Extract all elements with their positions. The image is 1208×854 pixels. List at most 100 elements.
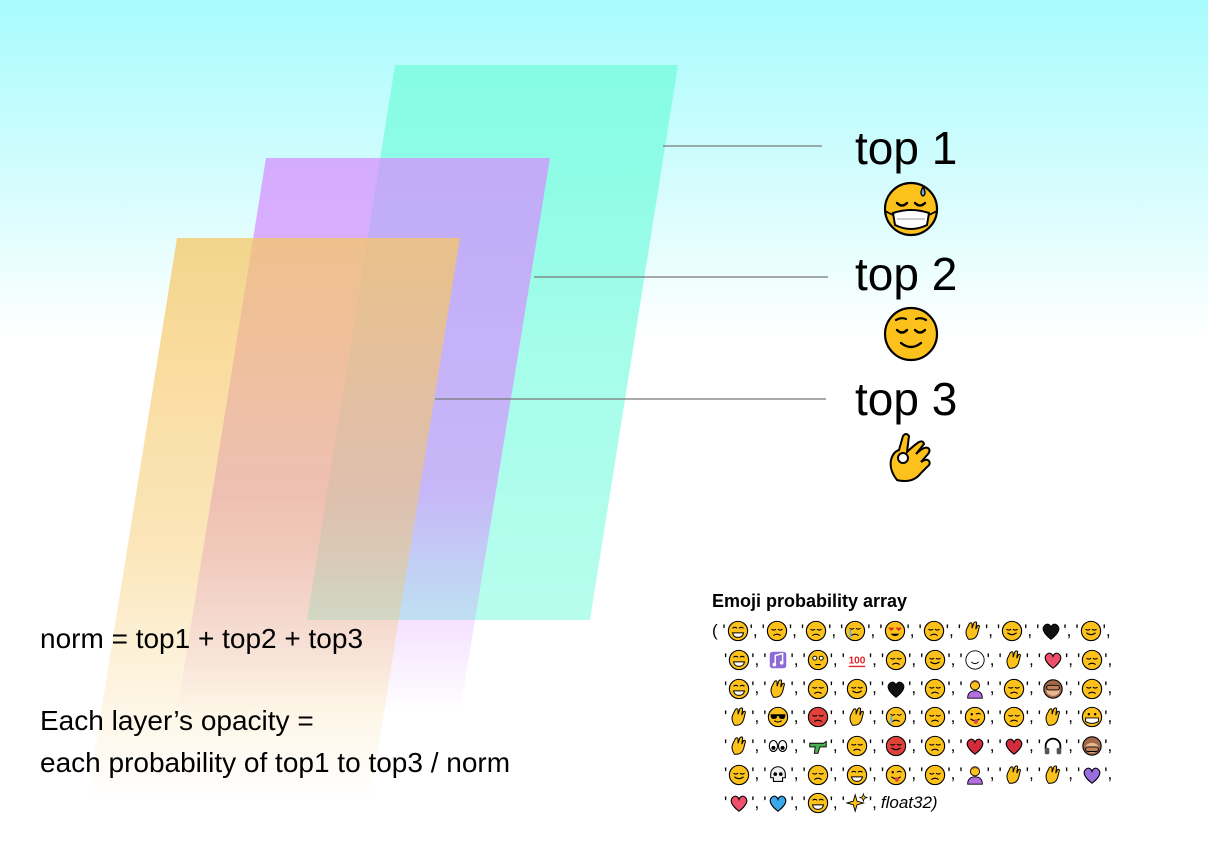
thumbsup-icon xyxy=(849,707,864,727)
emoji-array-item: ' ', xyxy=(842,703,877,732)
emoji-array-row: ' ', ' ', ' ', ' ', ' ', ' ', ' ', ' ', ' ', ' ', xyxy=(712,674,1182,703)
hundred-icon: 100 xyxy=(848,656,866,668)
emoji-array-item: ' ', xyxy=(959,732,995,761)
emoji-array-item: ' ', xyxy=(762,617,797,646)
smirk-icon xyxy=(1080,621,1101,642)
emoji-array-item: ' ', xyxy=(724,760,759,789)
emoji-array-row: ( ' ', ' ', ' ', ' ', ' ', ' ', ' ', ' ', ' ', ' ', xyxy=(712,617,1182,646)
eyes-icon xyxy=(769,740,788,753)
joy-icon xyxy=(727,621,748,642)
sleepy-icon xyxy=(925,707,946,728)
emoji-array-item: ' ', xyxy=(881,646,916,675)
emoji-array-item: ' ', xyxy=(999,760,1034,789)
sunglasses-icon xyxy=(768,707,789,728)
emoji-array-item: ' ', xyxy=(763,674,798,703)
emoji-array-item: ' ', xyxy=(763,732,798,761)
emoji-array-item: ' ', xyxy=(724,703,759,732)
emoji-array-item: ' ', xyxy=(802,703,838,732)
relieved-face-emoji-icon xyxy=(883,306,939,362)
emoji-probability-array: ( ' ', ' ', ' ', ' ', ' ', ' ', ' ', ' ', ' ', ' ', ' ', ' ', ' '… xyxy=(712,617,1182,818)
opacity-formula-line1: Each layer’s opacity = xyxy=(40,705,314,736)
grin-icon xyxy=(729,649,750,671)
headphones-icon xyxy=(1044,737,1062,755)
kissing-heart-icon xyxy=(846,678,868,699)
pensive-icon xyxy=(923,621,944,642)
weary-icon xyxy=(805,621,827,642)
emoji-array-item: ' ', xyxy=(881,674,916,703)
emoji-array-item: ' ', xyxy=(999,732,1034,761)
wink-icon xyxy=(729,764,750,785)
disappointed-icon xyxy=(1003,678,1024,699)
emoji-array-row: ' ', ' ', ' ', ' ', ' ', ' ', ' ', ' ', ' ', ' ', xyxy=(712,760,1182,789)
gun-icon xyxy=(808,740,827,754)
relieved-icon xyxy=(925,649,946,671)
sob-icon xyxy=(845,621,866,642)
muscle-icon xyxy=(1006,765,1021,784)
mask-sweat-emoji-icon xyxy=(883,181,939,237)
emoji-array-item: ' ', xyxy=(1038,646,1073,675)
emoji-array-item: ' ', xyxy=(802,789,838,818)
emoji-array-item: ' ', xyxy=(763,703,798,732)
rage-icon xyxy=(807,707,828,728)
emoji-array-item: ' ', xyxy=(1038,703,1073,732)
sleeping-icon xyxy=(885,649,907,671)
emoji-array-item: ' ', xyxy=(918,617,954,646)
notes-icon xyxy=(770,651,787,669)
top1-label: top 1 xyxy=(855,122,958,174)
emoji-array-item: ' ', xyxy=(920,703,955,732)
emoji-array-title: Emoji probability array xyxy=(712,591,908,611)
emoji-array-item: ' ', xyxy=(881,732,916,761)
flushed-icon xyxy=(807,649,828,671)
svg-text:100: 100 xyxy=(848,656,865,667)
raised-hands-icon xyxy=(1006,650,1021,669)
emoji-array-item: ' ', xyxy=(959,674,995,703)
clap-icon xyxy=(731,736,747,755)
emoji-array-item: ' ', xyxy=(920,646,955,675)
blue-heart-icon xyxy=(770,796,787,813)
array-open-paren: ( xyxy=(712,621,723,640)
grimacing-icon xyxy=(807,793,828,814)
emoji-array-row: ' ', ' ', ' ', ' 100 ', ' ', ' ', ' ', ' ', ' ', ' ', xyxy=(712,646,1182,675)
top3-label: top 3 xyxy=(855,373,958,425)
emoji-array-item: ' ', xyxy=(997,617,1032,646)
sweat-icon xyxy=(925,735,946,757)
person-no-gesture-icon xyxy=(966,766,983,785)
victory-icon xyxy=(731,707,747,727)
emoji-array-item: ' ', xyxy=(1077,674,1112,703)
emoji-array-item: ' ', xyxy=(802,674,838,703)
angry-icon xyxy=(925,764,946,785)
see-no-evil-icon xyxy=(1043,679,1063,699)
emoji-array-item: ' ', xyxy=(1038,760,1073,789)
emoji-array-item: ' ', xyxy=(724,732,759,761)
top2-label: top 2 xyxy=(855,248,958,300)
emoji-array-item: ' ', xyxy=(724,646,759,675)
stuck-out-tongue-winking-icon xyxy=(885,764,907,785)
emoji-array-item: ' ', xyxy=(1077,703,1112,732)
emoji-array-item: ' ', xyxy=(1077,760,1112,789)
sweat-smile-icon xyxy=(729,678,750,699)
ok-hand-icon xyxy=(965,621,980,641)
emoji-array-item: ' ', xyxy=(802,732,837,761)
heart-eyes-icon xyxy=(884,621,905,642)
heart-suit-icon xyxy=(887,681,905,698)
confused-icon xyxy=(807,678,828,699)
skull-icon xyxy=(770,766,787,782)
blush-icon xyxy=(1001,621,1023,642)
sparkles-icon xyxy=(845,793,868,814)
emoji-array-item: ' ', xyxy=(881,760,916,789)
emoji-array-item: ' ', xyxy=(920,760,955,789)
emoji-array-item: ' ', xyxy=(1077,646,1112,675)
pray-icon xyxy=(770,679,786,698)
triumph-icon xyxy=(1003,707,1024,728)
emoji-array-item: ' ', xyxy=(840,617,875,646)
emoji-array-item: ' ', xyxy=(959,760,995,789)
emoji-array-item: ' ', xyxy=(999,674,1034,703)
emoji-array-item: ' ', xyxy=(881,703,916,732)
emoji-array-item: ' ', xyxy=(920,674,955,703)
emoji-array-item: ' ', xyxy=(999,646,1034,675)
ok-hand-emoji-icon xyxy=(889,433,931,483)
mask-icon xyxy=(1082,707,1103,728)
purple-heart-icon xyxy=(1083,767,1101,784)
emoji-array-item: ' ', xyxy=(842,760,877,789)
